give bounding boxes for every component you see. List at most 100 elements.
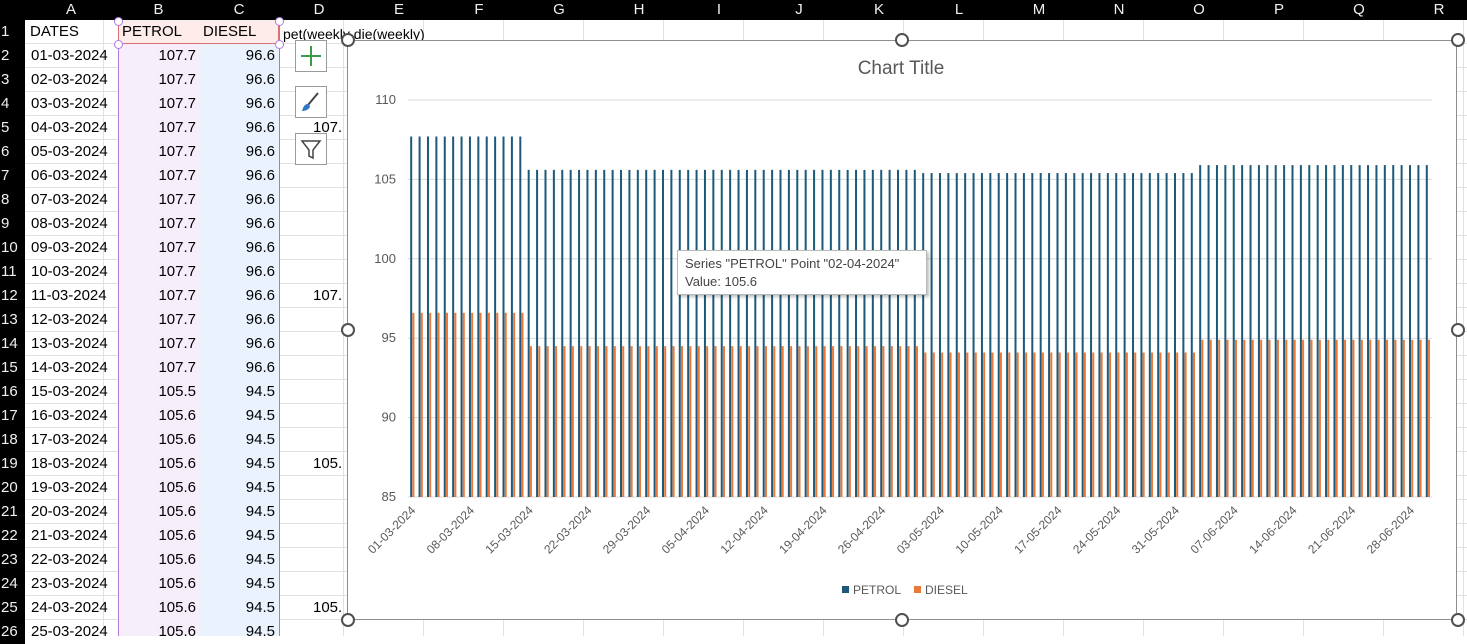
diesel-bar[interactable]	[823, 346, 826, 497]
column-header-e[interactable]: E	[393, 1, 404, 18]
date-cell[interactable]: 10-03-2024	[31, 263, 108, 280]
diesel-bar[interactable]	[1008, 352, 1011, 497]
petrol-cell[interactable]: 107.7	[158, 71, 196, 88]
petrol-cell[interactable]: 107.7	[158, 263, 196, 280]
date-cell[interactable]: 08-03-2024	[31, 215, 108, 232]
diesel-bar[interactable]	[974, 352, 977, 497]
diesel-bar[interactable]	[722, 346, 725, 497]
petrol-bar[interactable]	[720, 169, 723, 497]
diesel-bar[interactable]	[916, 346, 919, 497]
petrol-bar[interactable]	[947, 173, 950, 498]
petrol-bar[interactable]	[1039, 173, 1042, 498]
date-cell[interactable]: 20-03-2024	[31, 503, 108, 520]
chart-area[interactable]: Chart Title 85 90 95 100 105 110 01-03-2024 08-0…	[347, 40, 1457, 620]
petrol-bar[interactable]	[510, 136, 513, 497]
cell-d[interactable]: 107.	[313, 287, 343, 304]
diesel-bar[interactable]	[1251, 339, 1254, 497]
petrol-bar[interactable]	[452, 136, 455, 497]
diesel-bar[interactable]	[672, 346, 675, 497]
petrol-bar[interactable]	[536, 169, 539, 497]
diesel-bar[interactable]	[1386, 339, 1389, 497]
petrol-bar[interactable]	[586, 169, 589, 497]
diesel-cell[interactable]: 96.6	[245, 143, 275, 160]
cell-d[interactable]: 107.	[313, 119, 343, 136]
range-handle-header-right[interactable]	[275, 40, 284, 49]
diesel-bar[interactable]	[479, 312, 482, 497]
petrol-bar[interactable]	[1375, 165, 1378, 498]
petrol-bar[interactable]	[729, 169, 732, 497]
petrol-bar[interactable]	[544, 169, 547, 497]
row-header[interactable]: 25	[0, 596, 25, 620]
header-petrol[interactable]: PETROL	[122, 23, 183, 40]
diesel-bar[interactable]	[865, 346, 868, 497]
row-header[interactable]: 20	[0, 476, 25, 500]
diesel-bar[interactable]	[1109, 352, 1112, 497]
diesel-bar[interactable]	[437, 312, 440, 497]
diesel-bar[interactable]	[1134, 352, 1137, 497]
header-dates[interactable]: DATES	[30, 23, 79, 40]
column-header-j[interactable]: J	[795, 1, 803, 18]
diesel-cell[interactable]: 96.6	[245, 47, 275, 64]
row-header[interactable]: 7	[0, 164, 25, 188]
diesel-bar[interactable]	[1067, 352, 1070, 497]
petrol-bar[interactable]	[972, 173, 975, 498]
diesel-bar[interactable]	[756, 346, 759, 497]
petrol-bar[interactable]	[1232, 165, 1235, 498]
petrol-bar[interactable]	[594, 169, 597, 497]
petrol-bar[interactable]	[762, 169, 765, 497]
diesel-bar[interactable]	[773, 346, 776, 497]
column-header-b[interactable]: B	[118, 0, 199, 21]
row-header[interactable]: 8	[0, 188, 25, 212]
diesel-bar[interactable]	[680, 346, 683, 497]
diesel-bar[interactable]	[529, 346, 532, 497]
petrol-cell[interactable]: 105.6	[158, 479, 196, 496]
date-cell[interactable]: 25-03-2024	[31, 623, 108, 640]
row-header[interactable]: 9	[0, 212, 25, 236]
petrol-cell[interactable]: 107.7	[158, 359, 196, 376]
diesel-bar[interactable]	[697, 346, 700, 497]
row-header[interactable]: 1	[0, 20, 25, 44]
column-header-n[interactable]: N	[1113, 1, 1125, 18]
petrol-bar[interactable]	[1132, 173, 1135, 498]
petrol-bar[interactable]	[628, 169, 631, 497]
petrol-bar[interactable]	[670, 169, 673, 497]
petrol-bar[interactable]	[1199, 165, 1202, 498]
petrol-bar[interactable]	[745, 169, 748, 497]
diesel-bar[interactable]	[1419, 339, 1422, 497]
chart-handle-bl[interactable]	[341, 613, 355, 627]
petrol-bar[interactable]	[1098, 173, 1101, 498]
chart-elements-button[interactable]	[295, 40, 327, 72]
diesel-bar[interactable]	[571, 346, 574, 497]
diesel-bar[interactable]	[798, 346, 801, 497]
petrol-bar[interactable]	[980, 173, 983, 498]
diesel-cell[interactable]: 96.6	[245, 191, 275, 208]
petrol-bar[interactable]	[1266, 165, 1269, 498]
date-cell[interactable]: 12-03-2024	[31, 311, 108, 328]
petrol-bar[interactable]	[502, 136, 505, 497]
diesel-cell[interactable]: 94.5	[245, 527, 275, 544]
diesel-bar[interactable]	[1142, 352, 1145, 497]
row-header[interactable]: 18	[0, 428, 25, 452]
row-header[interactable]: 17	[0, 404, 25, 428]
diesel-bar[interactable]	[991, 352, 994, 497]
diesel-bar[interactable]	[1276, 339, 1279, 497]
chart-handle-bm[interactable]	[895, 613, 909, 627]
petrol-bar[interactable]	[880, 169, 883, 497]
row-header[interactable]: 22	[0, 524, 25, 548]
row-header[interactable]: 11	[0, 260, 25, 284]
petrol-bar[interactable]	[855, 169, 858, 497]
petrol-cell[interactable]: 107.7	[158, 191, 196, 208]
diesel-cell[interactable]: 96.6	[245, 239, 275, 256]
chart-handle-tr[interactable]	[1451, 33, 1465, 47]
petrol-bar[interactable]	[1291, 165, 1294, 498]
diesel-bar[interactable]	[1402, 339, 1405, 497]
petrol-bar[interactable]	[561, 169, 564, 497]
petrol-bar[interactable]	[678, 169, 681, 497]
petrol-bar[interactable]	[426, 136, 429, 497]
date-cell[interactable]: 22-03-2024	[31, 551, 108, 568]
diesel-bar[interactable]	[588, 346, 591, 497]
petrol-bar[interactable]	[1392, 165, 1395, 498]
chart-handle-ml[interactable]	[341, 323, 355, 337]
date-cell[interactable]: 23-03-2024	[31, 575, 108, 592]
petrol-bar[interactable]	[1316, 165, 1319, 498]
